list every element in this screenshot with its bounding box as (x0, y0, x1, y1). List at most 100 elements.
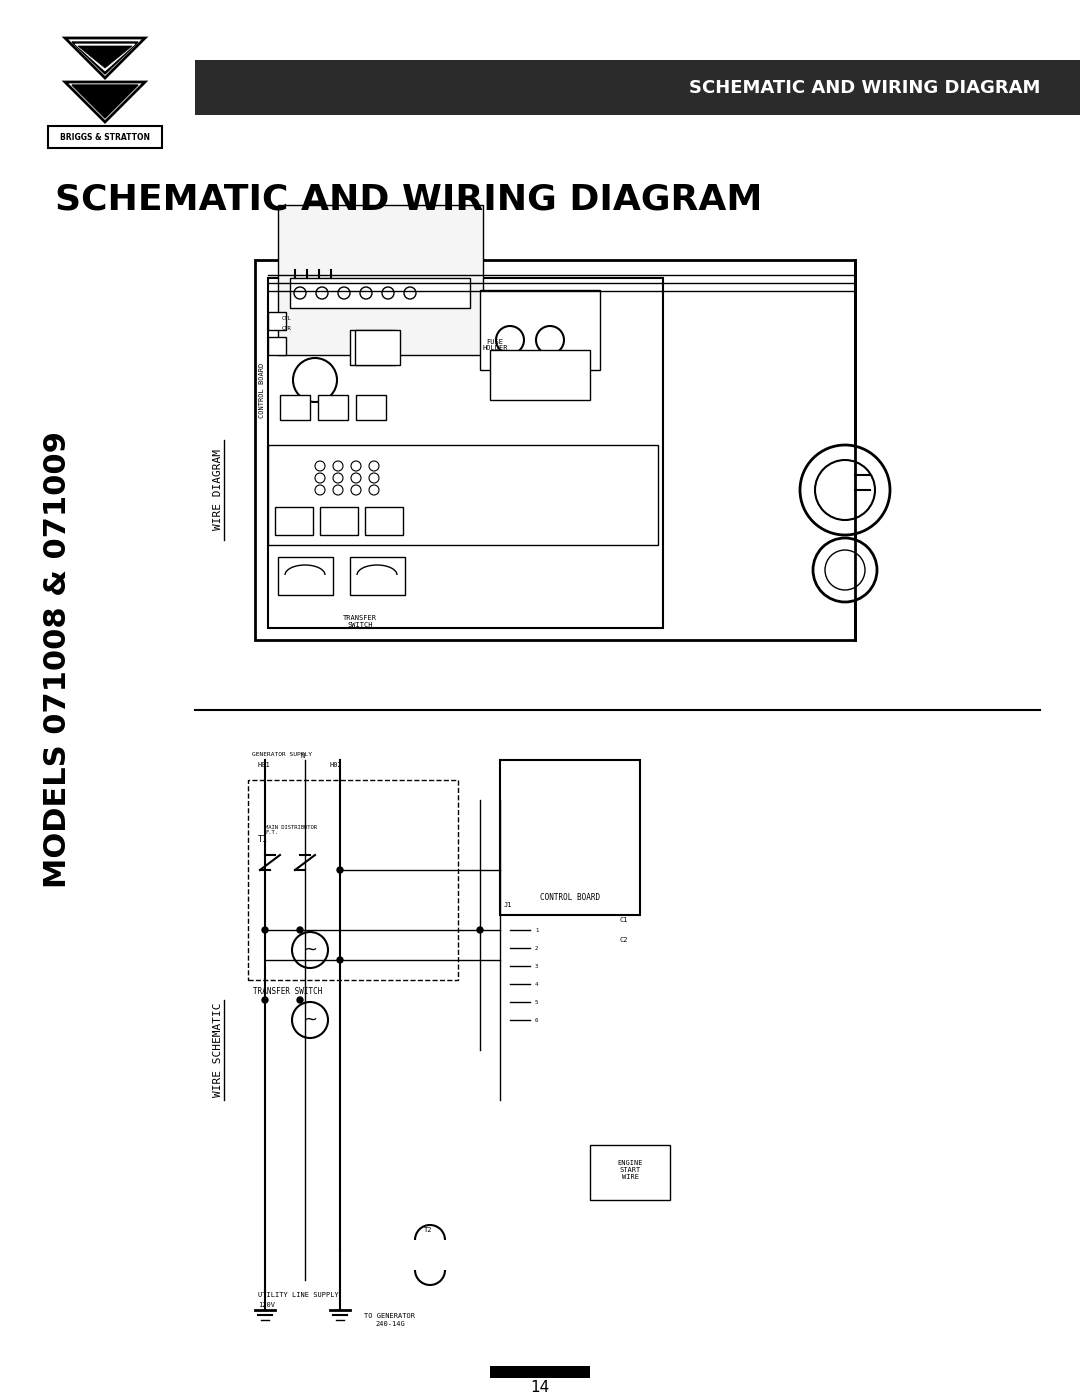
Text: CONTROL BOARD: CONTROL BOARD (259, 362, 265, 418)
Text: 14: 14 (530, 1380, 550, 1396)
Bar (480, 291, 600, 370)
Text: WIRE SCHEMATIC: WIRE SCHEMATIC (213, 1003, 222, 1097)
Circle shape (333, 474, 343, 483)
Circle shape (338, 286, 350, 299)
Circle shape (262, 928, 268, 933)
Bar (320, 507, 357, 535)
Bar (280, 395, 310, 420)
Text: WIRE DIAGRAM: WIRE DIAGRAM (213, 450, 222, 531)
Bar (268, 278, 663, 629)
Text: H01: H01 (258, 761, 271, 768)
Text: N: N (301, 753, 306, 759)
Circle shape (316, 286, 328, 299)
Text: T2: T2 (423, 1227, 432, 1234)
Circle shape (477, 928, 483, 933)
Circle shape (333, 461, 343, 471)
Text: FUSE
HOLDER: FUSE HOLDER (483, 338, 508, 352)
Text: MAIN DISTRIBUTOR
F.T.: MAIN DISTRIBUTOR F.T. (265, 824, 318, 835)
Text: BRIGGS & STRATTON: BRIGGS & STRATTON (60, 133, 150, 141)
Circle shape (382, 286, 394, 299)
Bar (248, 780, 458, 981)
Bar (318, 395, 348, 420)
Text: SCHEMATIC AND WIRING DIAGRAM: SCHEMATIC AND WIRING DIAGRAM (55, 183, 762, 217)
Text: J1: J1 (504, 902, 513, 908)
Circle shape (496, 326, 524, 353)
Text: ~: ~ (303, 942, 318, 958)
Bar (590, 1146, 670, 1200)
Circle shape (404, 286, 416, 299)
Bar (365, 507, 403, 535)
Bar (350, 557, 405, 595)
Circle shape (369, 461, 379, 471)
Polygon shape (65, 38, 145, 78)
Circle shape (369, 474, 379, 483)
Circle shape (536, 326, 564, 353)
Bar (291, 278, 470, 307)
Bar (275, 507, 313, 535)
Bar (195, 60, 1080, 115)
Circle shape (825, 550, 865, 590)
Text: 3: 3 (535, 964, 539, 968)
Circle shape (315, 474, 325, 483)
Circle shape (292, 1002, 328, 1038)
Text: MODELS 071008 & 071009: MODELS 071008 & 071009 (43, 432, 72, 888)
Text: ~: ~ (303, 1011, 318, 1030)
Circle shape (297, 928, 303, 933)
Text: ENGINE
START
WIRE: ENGINE START WIRE (618, 1160, 643, 1180)
Text: CTR: CTR (282, 326, 292, 331)
Circle shape (292, 932, 328, 968)
Bar (268, 446, 658, 545)
Circle shape (297, 997, 303, 1003)
Polygon shape (75, 43, 135, 71)
Bar (500, 760, 640, 915)
Text: T1: T1 (258, 835, 268, 845)
Circle shape (262, 997, 268, 1003)
Bar (268, 337, 286, 355)
Bar (490, 1366, 590, 1377)
Text: 6: 6 (535, 1017, 539, 1023)
Circle shape (351, 474, 361, 483)
Circle shape (333, 485, 343, 495)
Circle shape (315, 485, 325, 495)
Bar (490, 351, 590, 400)
Text: 1: 1 (535, 928, 539, 933)
Circle shape (337, 868, 343, 873)
Text: TO GENERATOR
240-14G: TO GENERATOR 240-14G (365, 1313, 416, 1327)
Text: 2: 2 (535, 946, 539, 950)
Text: CONTROL BOARD: CONTROL BOARD (540, 894, 600, 902)
Text: 4: 4 (535, 982, 539, 986)
Bar (350, 330, 395, 365)
Text: UTILITY LINE SUPPLY: UTILITY LINE SUPPLY (258, 1292, 339, 1298)
Text: SCHEMATIC AND WIRING DIAGRAM: SCHEMATIC AND WIRING DIAGRAM (689, 80, 1040, 96)
Polygon shape (72, 42, 138, 74)
Circle shape (813, 538, 877, 602)
Polygon shape (72, 85, 138, 117)
Bar (278, 205, 483, 355)
Bar (356, 395, 386, 420)
Bar (268, 312, 286, 330)
Bar (48, 126, 162, 148)
Text: C2: C2 (620, 937, 629, 943)
Circle shape (294, 286, 306, 299)
Circle shape (351, 485, 361, 495)
Text: C1: C1 (620, 916, 629, 923)
Text: CTL: CTL (282, 316, 292, 320)
Circle shape (351, 461, 361, 471)
Polygon shape (78, 46, 132, 68)
Bar (255, 260, 855, 640)
Bar (355, 330, 400, 365)
Text: H02: H02 (330, 761, 342, 768)
Text: TRANSFER
SWITCH: TRANSFER SWITCH (343, 615, 377, 629)
Circle shape (800, 446, 890, 535)
Text: 5: 5 (535, 999, 539, 1004)
Circle shape (293, 358, 337, 402)
Text: TRANSFER SWITCH: TRANSFER SWITCH (253, 988, 322, 996)
Circle shape (315, 461, 325, 471)
Polygon shape (65, 82, 145, 122)
Circle shape (815, 460, 875, 520)
Text: 120V: 120V (258, 1302, 275, 1308)
Circle shape (369, 485, 379, 495)
Text: GENERATOR SUPPLY: GENERATOR SUPPLY (252, 753, 312, 757)
Circle shape (337, 957, 343, 963)
Bar (278, 557, 333, 595)
